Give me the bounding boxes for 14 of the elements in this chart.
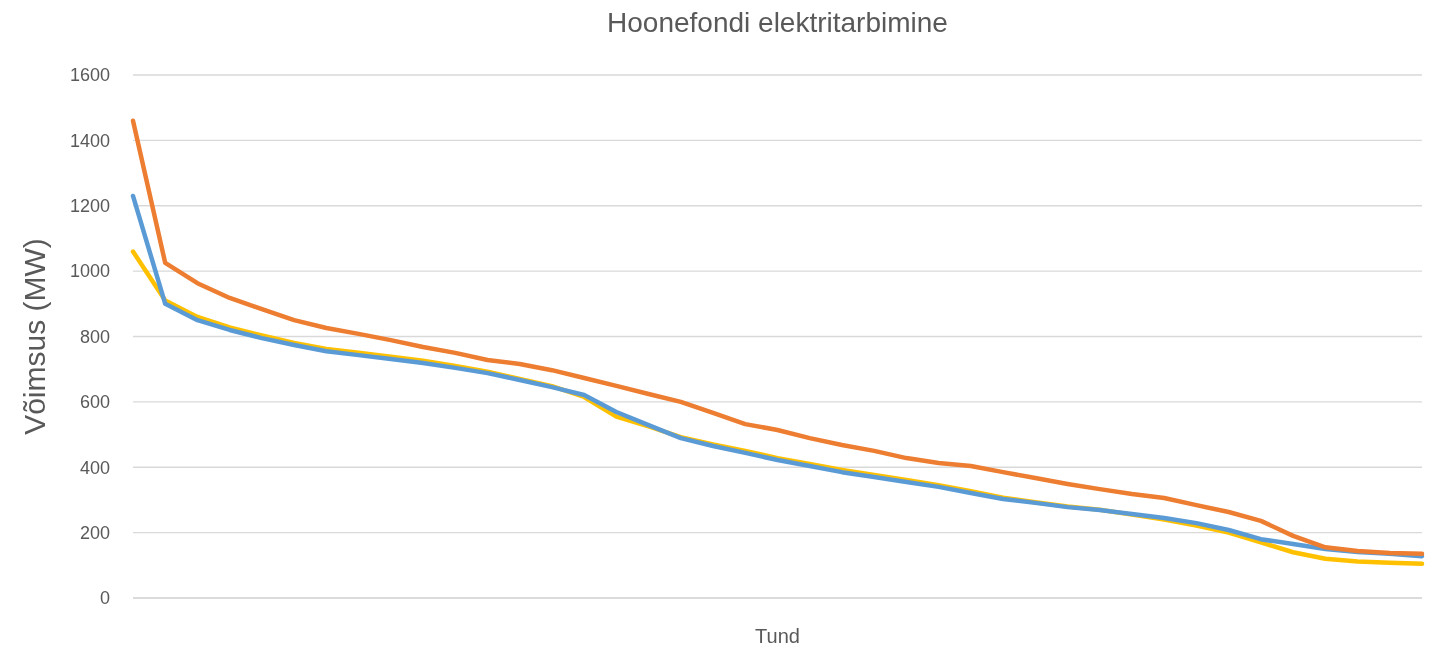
line-series xyxy=(130,118,1425,557)
y-tick-label: 600 xyxy=(79,392,110,413)
y-axis-title: Võimsus (MW) xyxy=(18,238,51,435)
y-tick-label: 0 xyxy=(99,588,110,609)
chart-title: Hoonefondi elektritarbimine xyxy=(607,7,948,38)
y-tick-label: 800 xyxy=(79,326,110,347)
line-series xyxy=(130,193,1425,559)
y-tick-label: 1400 xyxy=(69,130,110,151)
y-tick-label: 400 xyxy=(79,457,110,478)
x-axis-title: Tund xyxy=(755,625,800,647)
y-tick-label: 1200 xyxy=(69,196,110,217)
y-tick-label: 1000 xyxy=(69,261,110,282)
y-tick-label: 1600 xyxy=(69,65,110,86)
y-tick-label: 200 xyxy=(79,522,110,543)
